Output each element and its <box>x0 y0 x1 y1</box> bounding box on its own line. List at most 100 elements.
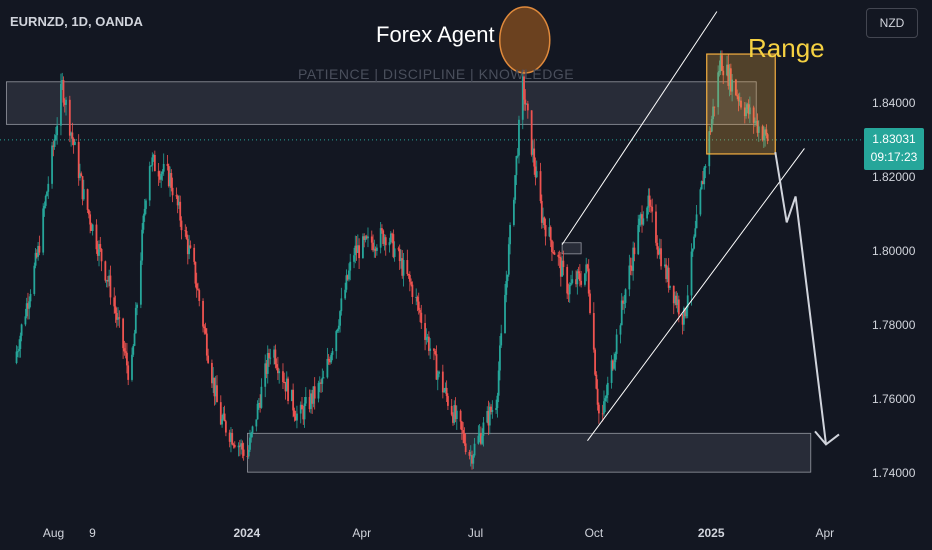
symbol-title[interactable]: EURNZD, 1D, OANDA <box>10 14 143 29</box>
candle-body <box>695 214 698 229</box>
candle-body <box>638 218 641 226</box>
candle-body <box>521 76 524 120</box>
candle-body <box>33 265 36 294</box>
candle-body <box>18 348 20 352</box>
candle-body <box>273 349 275 358</box>
candle-body <box>249 437 251 450</box>
candle-body <box>700 181 703 190</box>
candle-body <box>629 265 632 267</box>
candle-body <box>702 181 704 185</box>
candle-body <box>601 413 604 415</box>
candle-body <box>339 311 341 326</box>
x-tick-label: Aug <box>42 526 65 540</box>
candle-body <box>530 110 533 155</box>
candle-body <box>294 416 297 421</box>
candle-body <box>293 410 296 417</box>
candle-body <box>495 407 498 410</box>
candle-body <box>718 71 721 73</box>
candle-body <box>585 264 588 274</box>
candle-body <box>29 293 32 302</box>
candle-body <box>445 387 448 396</box>
candle-body <box>340 298 343 312</box>
candle-body <box>455 410 458 420</box>
candle-body <box>326 358 329 378</box>
candle-body <box>202 300 204 327</box>
candle-body <box>54 135 57 140</box>
candle-body <box>231 432 234 445</box>
candle-body <box>230 432 232 442</box>
candle-body <box>145 200 147 209</box>
channel-upper-line <box>561 11 718 245</box>
candle-body <box>132 345 135 355</box>
candle-body <box>663 264 666 267</box>
candle-body <box>331 351 334 355</box>
candle-body <box>195 283 198 289</box>
candle-body <box>274 349 277 365</box>
candle-body <box>656 242 659 250</box>
candle-body <box>703 167 706 185</box>
candle-body <box>443 391 446 393</box>
candle-body <box>136 304 138 308</box>
candle-body <box>419 309 421 313</box>
candle-body <box>283 381 286 383</box>
candle-body <box>410 281 413 285</box>
candle-body <box>86 189 89 210</box>
candle-body <box>171 187 174 196</box>
candle-body <box>686 295 689 308</box>
candle-body <box>348 270 350 280</box>
candle-body <box>496 395 499 408</box>
candle-body <box>740 100 742 108</box>
candle-body <box>166 163 169 166</box>
candle-body <box>265 363 268 374</box>
candle-body <box>44 196 47 206</box>
candle-body <box>647 195 650 208</box>
candle-body <box>114 306 117 314</box>
candle-body <box>241 443 244 450</box>
candle-body <box>754 121 756 123</box>
candle-body <box>81 176 84 200</box>
candle-body <box>651 206 654 212</box>
candle-body <box>63 102 66 105</box>
candle-body <box>762 135 765 141</box>
candle-body <box>104 261 107 281</box>
candle-body <box>27 303 29 309</box>
candle-body <box>745 109 747 117</box>
candle-body <box>562 260 565 268</box>
candle-body <box>302 409 305 420</box>
x-tick-label: Apr <box>815 526 835 540</box>
candle-body <box>238 445 241 447</box>
candle-body <box>259 402 262 408</box>
candle-body <box>375 247 378 251</box>
candle-body <box>131 354 133 380</box>
candle-body <box>79 173 81 179</box>
candle-body <box>655 211 657 243</box>
candle-body <box>355 245 358 253</box>
candle-body <box>382 230 385 244</box>
currency-button[interactable]: NZD <box>866 8 918 38</box>
candle-body <box>507 244 510 275</box>
candle-body <box>95 224 98 250</box>
candle-body <box>197 288 199 291</box>
candle-body <box>216 385 218 403</box>
candle-body <box>610 360 613 383</box>
range-box <box>706 53 776 155</box>
candle-body <box>80 173 83 177</box>
candle-body <box>19 335 22 349</box>
candle-body <box>665 264 668 280</box>
candle-body <box>278 371 281 374</box>
candle-body <box>20 324 23 336</box>
candle-body <box>304 397 307 404</box>
candle-body <box>109 275 112 298</box>
candle-body <box>256 403 259 420</box>
candle-body <box>417 301 420 310</box>
candle-body <box>100 248 103 262</box>
candle-body <box>356 245 359 253</box>
projection-arrowhead <box>814 430 840 446</box>
candle-body <box>454 405 457 420</box>
candle-body <box>60 83 62 126</box>
candle-body <box>571 279 574 283</box>
candle-body <box>167 165 170 187</box>
candle-body <box>284 382 287 392</box>
candle-body <box>425 337 428 340</box>
